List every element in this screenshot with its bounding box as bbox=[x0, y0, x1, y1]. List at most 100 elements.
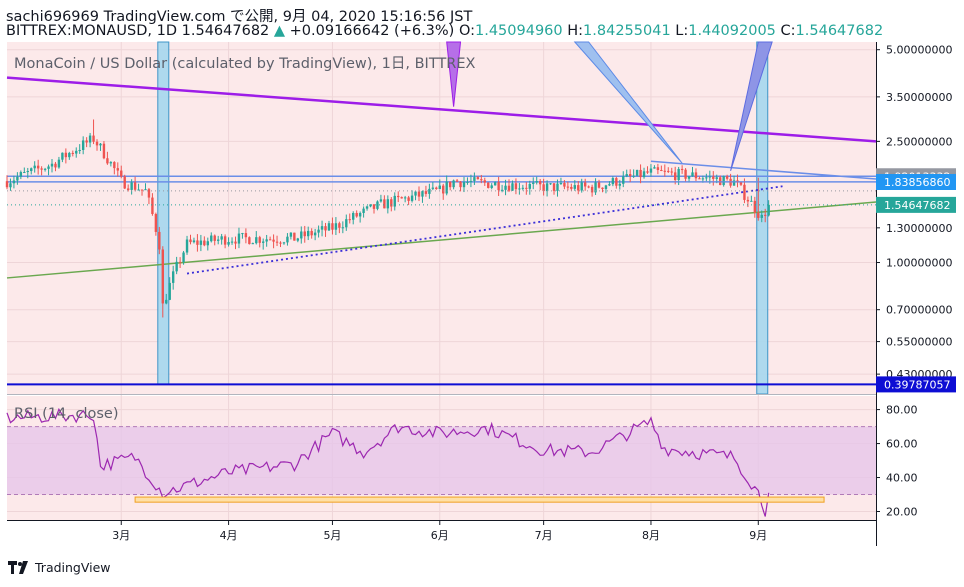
candle-body bbox=[428, 188, 431, 194]
candle-body bbox=[16, 176, 19, 181]
candle-body bbox=[577, 185, 580, 191]
candle-body bbox=[92, 135, 95, 142]
candle-body bbox=[473, 177, 476, 181]
candle-body bbox=[116, 168, 119, 171]
candle-body bbox=[133, 182, 137, 190]
candle-body bbox=[431, 187, 435, 189]
candle-body bbox=[632, 175, 635, 177]
candle-body bbox=[639, 169, 642, 178]
candle-body bbox=[708, 176, 712, 178]
candle-body bbox=[255, 237, 258, 244]
candle-body bbox=[438, 185, 441, 189]
time-axis[interactable]: 3月 4月 5月 6月 7月 8月 9月 bbox=[112, 520, 767, 542]
candle-body bbox=[743, 184, 746, 200]
time-tick-label: 6月 bbox=[431, 529, 449, 542]
price-axis[interactable]: 5.00000000 3.50000000 2.50000000 1.30000000… bbox=[876, 44, 952, 381]
price-tick-label: 3.50000000 bbox=[886, 91, 952, 104]
candle-body bbox=[85, 140, 88, 143]
change-arrow-icon: ▲ bbox=[273, 23, 286, 39]
candle-body bbox=[604, 185, 608, 190]
tradingview-logo-icon bbox=[8, 561, 28, 574]
callout-arrow-1 bbox=[573, 41, 683, 164]
candle-body bbox=[618, 183, 622, 186]
candle-body bbox=[542, 184, 545, 192]
candle-body bbox=[362, 208, 365, 213]
candle-body bbox=[216, 239, 220, 241]
price-tick-label: 1.30000000 bbox=[886, 222, 952, 235]
candle-body bbox=[497, 182, 500, 191]
candle-body bbox=[528, 184, 531, 189]
candle-body bbox=[182, 252, 185, 263]
time-tick-label: 9月 bbox=[749, 529, 767, 542]
candle-body bbox=[379, 199, 383, 202]
time-tick-label: 4月 bbox=[220, 529, 238, 542]
candle-body bbox=[635, 169, 639, 176]
candle-body bbox=[525, 187, 528, 189]
candle-body bbox=[719, 177, 722, 186]
price-label-box bbox=[876, 196, 956, 213]
close-label: C: bbox=[780, 23, 796, 39]
candle-body bbox=[757, 212, 760, 218]
candle-body bbox=[310, 230, 313, 236]
candle-body bbox=[597, 182, 601, 188]
chart-title: MonaCoin / US Dollar (calculated by Trad… bbox=[14, 56, 476, 72]
rsi-axis[interactable]: 80.00 60.00 40.00 20.00 bbox=[876, 404, 918, 519]
candle-body bbox=[656, 167, 660, 171]
candle-body bbox=[490, 185, 493, 188]
candle-body bbox=[241, 233, 244, 235]
candle-body bbox=[151, 197, 154, 214]
time-tick-label: 3月 bbox=[112, 529, 130, 542]
candle-body bbox=[54, 163, 57, 168]
candle-body bbox=[203, 240, 206, 246]
candle-body bbox=[109, 162, 113, 164]
candle-body bbox=[455, 180, 459, 182]
footer-brand: TradingView bbox=[35, 560, 111, 575]
candle-body bbox=[459, 181, 462, 188]
candle-body bbox=[355, 212, 358, 217]
candle-body bbox=[687, 176, 691, 179]
candle-body bbox=[417, 191, 421, 197]
candle-body bbox=[293, 232, 296, 241]
highlight-box-march bbox=[157, 41, 170, 385]
candle-body bbox=[514, 183, 518, 190]
candle-body bbox=[178, 261, 182, 263]
candle-body bbox=[601, 187, 604, 190]
candle-body bbox=[158, 231, 161, 250]
candle-body bbox=[649, 168, 653, 173]
candle-body bbox=[663, 170, 667, 172]
candle-body bbox=[677, 168, 680, 181]
rsi-line bbox=[6, 407, 825, 517]
callout-arrow-2 bbox=[730, 41, 773, 172]
candle-body bbox=[227, 242, 230, 245]
candle-body bbox=[556, 183, 559, 191]
candle-body bbox=[75, 150, 78, 154]
candle-body bbox=[279, 242, 282, 244]
candle-body bbox=[36, 165, 40, 169]
candles bbox=[5, 119, 770, 318]
candle-body bbox=[196, 240, 199, 245]
candle-body bbox=[580, 182, 583, 191]
candle-body bbox=[289, 232, 293, 237]
price-tick-label: 2.50000000 bbox=[886, 135, 952, 148]
candle-body bbox=[511, 183, 514, 191]
triangle-upper-line bbox=[650, 160, 877, 180]
candle-body bbox=[50, 163, 54, 167]
candle-body bbox=[19, 172, 23, 177]
candle-body bbox=[570, 186, 573, 189]
candle-body bbox=[549, 183, 552, 185]
candle-body bbox=[670, 171, 673, 173]
candle-body bbox=[43, 168, 47, 170]
candle-body bbox=[261, 241, 265, 243]
candle-body bbox=[199, 240, 203, 245]
candle-body bbox=[324, 226, 327, 231]
candle-body bbox=[320, 226, 324, 230]
downtrend-line bbox=[6, 76, 877, 143]
candle-body bbox=[171, 271, 175, 283]
rsi-band bbox=[7, 426, 876, 496]
candle-body bbox=[331, 223, 334, 230]
candle-body bbox=[372, 204, 376, 209]
candle-body bbox=[750, 200, 753, 202]
candle-body bbox=[400, 197, 403, 199]
